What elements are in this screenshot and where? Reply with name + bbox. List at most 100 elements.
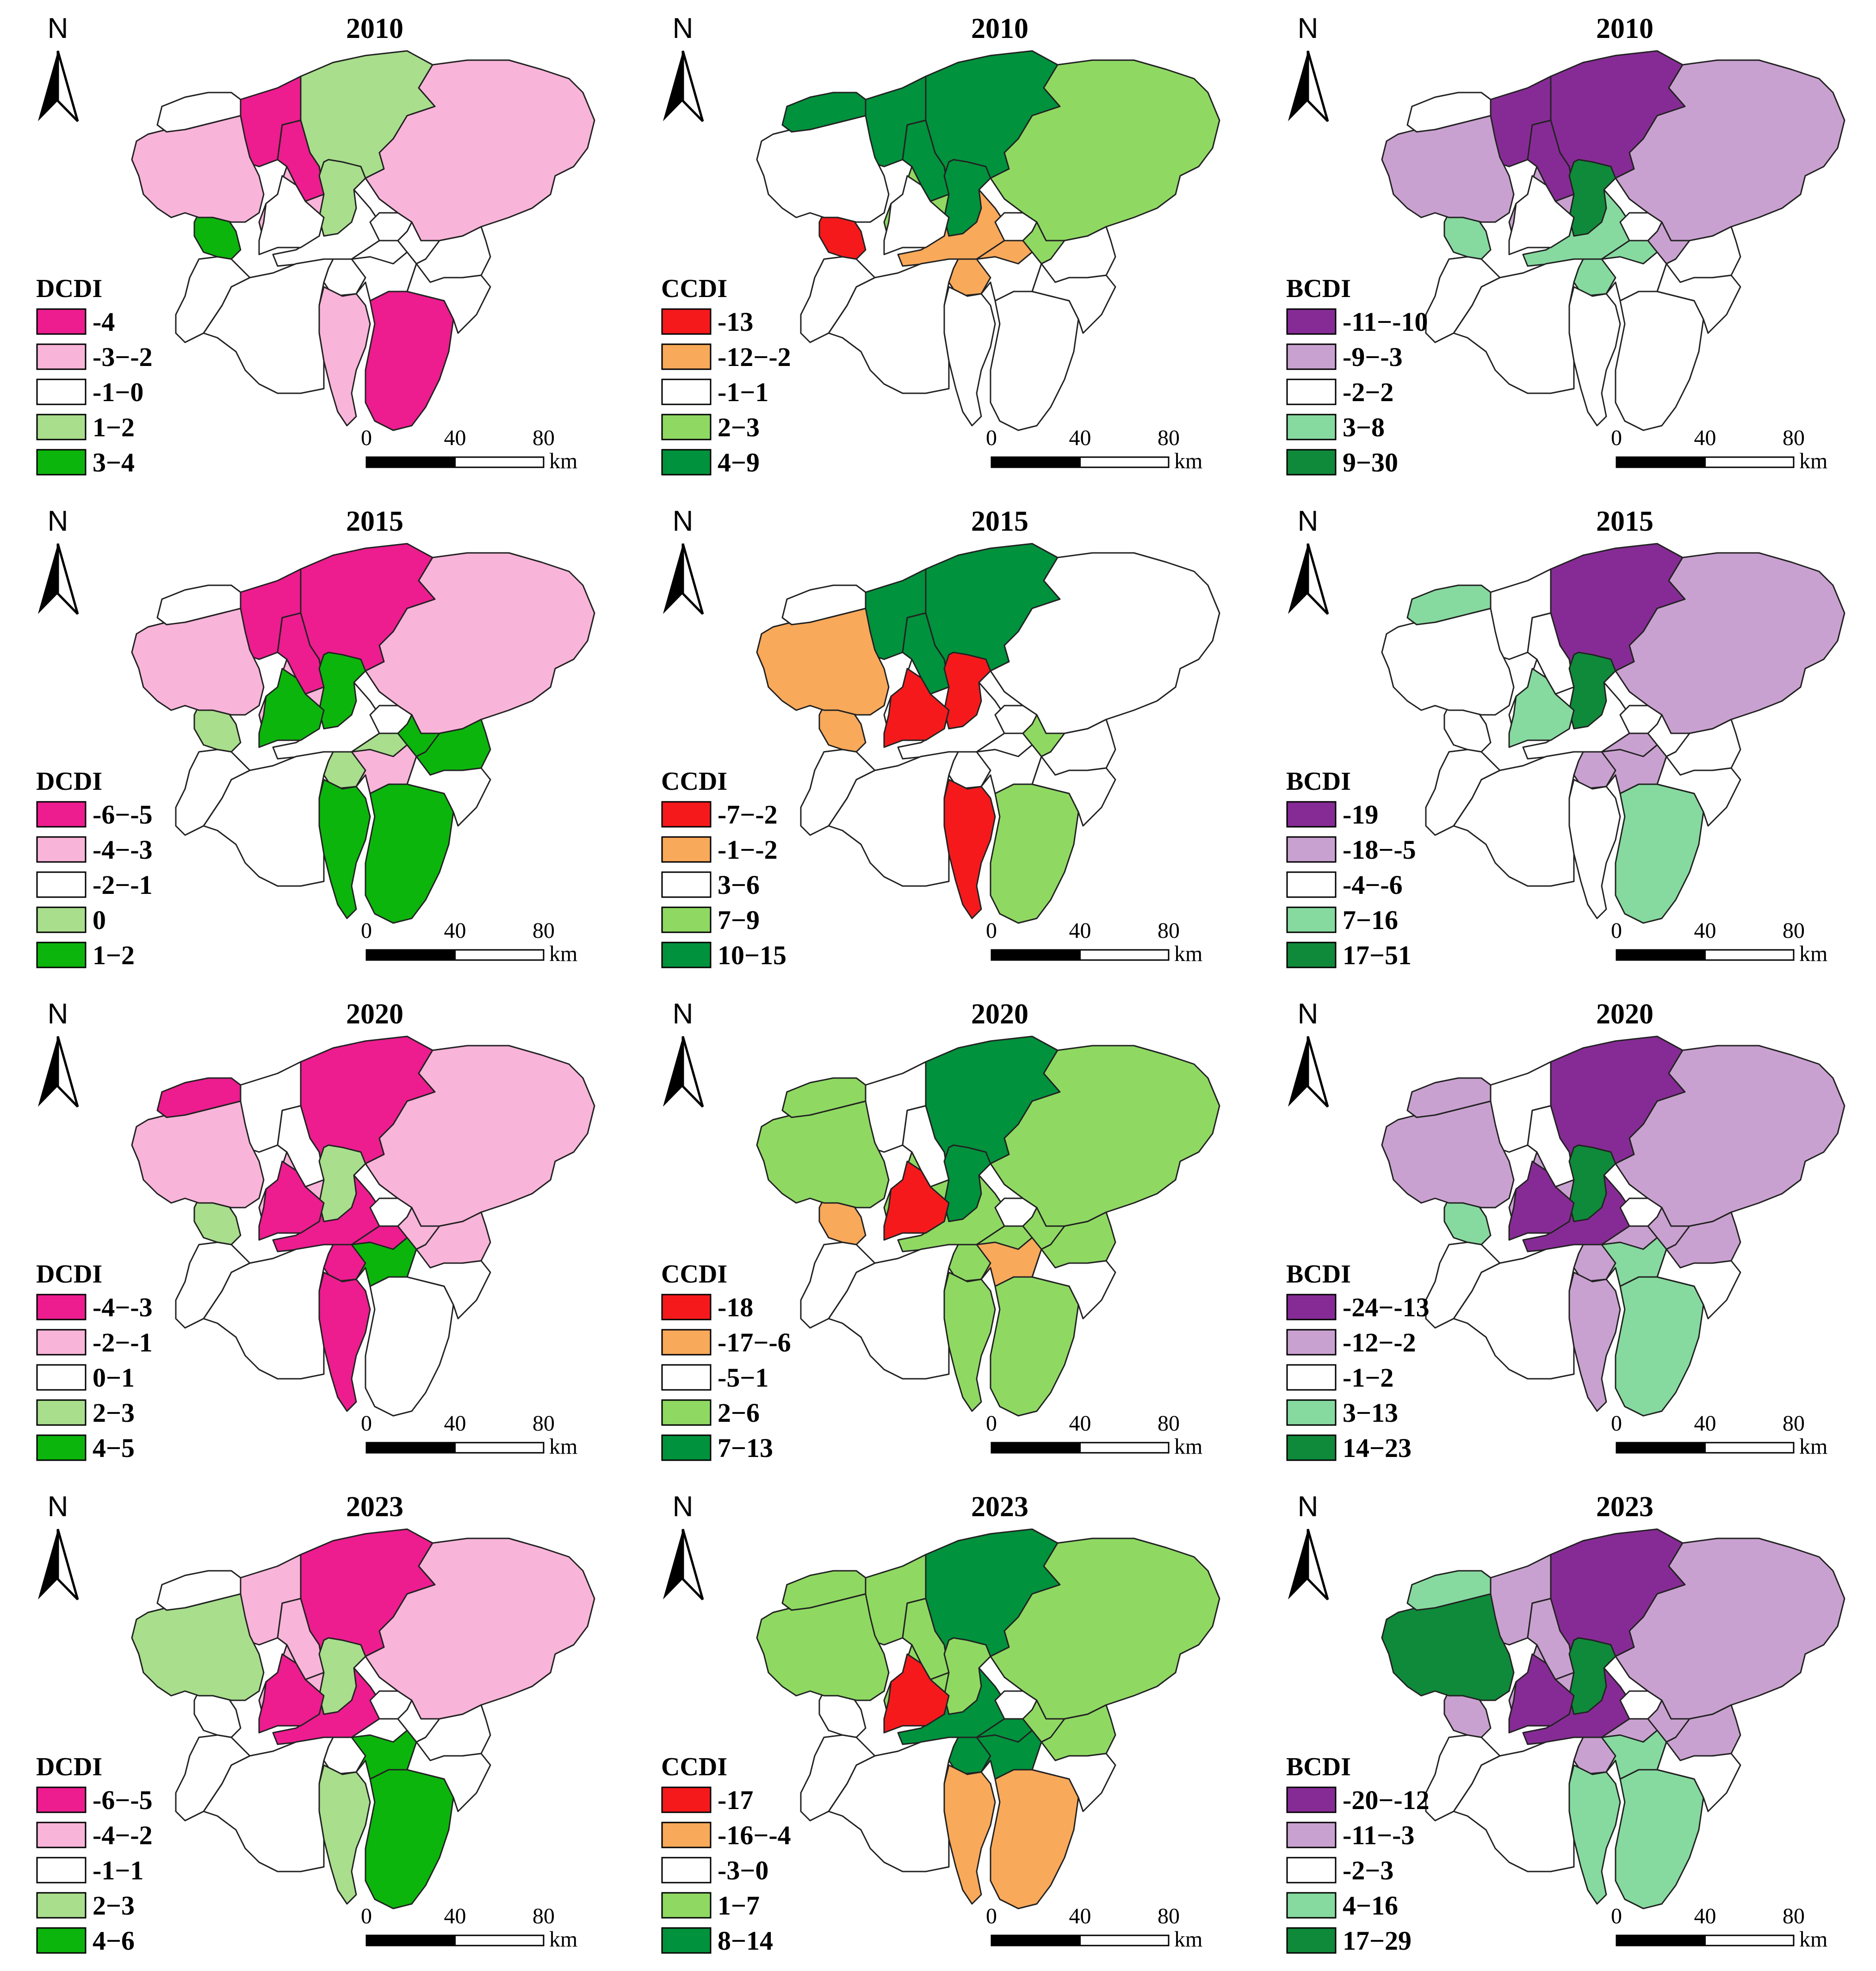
map-region [365, 291, 454, 431]
legend-swatch [36, 1786, 87, 1813]
legend-title: DCDI [36, 767, 102, 796]
legend-label: -1−0 [93, 377, 143, 407]
map-region [369, 212, 413, 242]
map-region [756, 607, 890, 716]
map-region [1406, 1077, 1492, 1118]
legend-swatch [36, 1364, 87, 1391]
map-regions [756, 50, 1220, 431]
legend-label: 0 [93, 905, 106, 935]
legend-swatch [1286, 308, 1337, 335]
scale-tick-label: 40 [1069, 1411, 1091, 1436]
map-region [943, 159, 991, 237]
panel-title: 2023 [971, 1491, 1028, 1523]
map-panel-2015-ccdi: 2015 N CCDI -7−-2 -1−-2 3−6 7−9 10−15 0 40 80 km [625, 493, 1250, 986]
map-region [1615, 291, 1704, 431]
map-region [1656, 1248, 1741, 1320]
north-label: N [48, 12, 68, 44]
legend-title: BCDI [1286, 1260, 1351, 1289]
map-region [175, 256, 251, 343]
scale-unit: km [1174, 942, 1202, 966]
legend-title: BCDI [1286, 1753, 1351, 1781]
panel-title: 2015 [346, 506, 403, 537]
legend-label: -9−-3 [1343, 342, 1403, 372]
map-region [258, 175, 325, 255]
scale-tick-label: 0 [986, 1904, 997, 1928]
legend-swatch [1286, 1364, 1337, 1391]
legend-swatch [661, 1294, 712, 1320]
legend-label: -16−-4 [718, 1820, 791, 1850]
map-region [318, 779, 371, 919]
legend-swatch [36, 1927, 87, 1954]
map-region [1031, 1741, 1116, 1812]
scale-tick-label: 40 [1069, 1904, 1091, 1928]
map-region [976, 251, 1042, 302]
legend-label: -1−-2 [718, 835, 778, 865]
scale-tick-label: 80 [532, 918, 555, 943]
legend-label: 4−6 [93, 1926, 135, 1956]
north-label: N [673, 505, 693, 537]
legend-swatch [661, 343, 712, 370]
scale-tick-label: 40 [1694, 918, 1716, 943]
scale-tick-label: 0 [1611, 426, 1622, 450]
map-region [258, 668, 325, 748]
map-regions [131, 543, 595, 924]
panel-title: 2020 [1596, 998, 1653, 1030]
panel-title: 2023 [346, 1491, 403, 1523]
panel-title: 2010 [971, 13, 1028, 44]
north-arrow-icon: N [38, 505, 79, 615]
panel-title: 2015 [971, 506, 1028, 537]
legend-label: -4 [93, 307, 115, 337]
map-region [976, 744, 1042, 794]
map-region [1406, 584, 1492, 626]
map-region [175, 1241, 251, 1329]
legend-swatch [1286, 836, 1337, 863]
map-region [156, 1570, 241, 1611]
map-region [351, 744, 417, 794]
map-region [943, 651, 991, 730]
scale-tick-label: 40 [1694, 1904, 1716, 1928]
legend-label: -1−2 [1343, 1363, 1393, 1393]
map-panel-2020-dcdi: 2020 N DCDI -4−-3 -2−-1 0−1 2−3 4−5 0 40 80 km [0, 986, 625, 1478]
map-region [1425, 256, 1501, 343]
map-region [781, 1570, 867, 1611]
legend-swatch [661, 1364, 712, 1391]
scale-tick-label: 0 [1611, 918, 1622, 943]
north-label: N [673, 12, 693, 44]
map-region [406, 1741, 491, 1812]
map-region [1031, 1248, 1116, 1320]
legend-label: -13 [718, 307, 753, 337]
map-region [369, 1690, 413, 1720]
map-region [756, 1593, 890, 1701]
map-region [1615, 1045, 1845, 1227]
legend-label: 1−2 [93, 412, 135, 442]
map-region [131, 115, 265, 223]
map-region [1619, 212, 1663, 242]
scale-tick-label: 40 [444, 1411, 466, 1436]
map-region [781, 1077, 867, 1118]
map-region [1568, 779, 1621, 919]
legend-label: 2−3 [718, 412, 760, 442]
map-region [1508, 668, 1575, 748]
map-region [994, 705, 1038, 734]
legend-label: 10−15 [718, 940, 786, 970]
legend-swatch [36, 1399, 87, 1426]
map-regions [1381, 543, 1845, 924]
map-region [943, 1764, 996, 1905]
north-arrow-icon: N [1288, 12, 1329, 122]
map-region [1619, 1197, 1663, 1227]
map-region [990, 783, 1079, 924]
legend-label: 9−30 [1343, 447, 1398, 477]
map-region [175, 1734, 251, 1822]
scale-unit: km [1174, 449, 1202, 473]
map-region [369, 705, 413, 734]
map-regions [1381, 1528, 1845, 1909]
legend-title: DCDI [36, 1753, 102, 1781]
